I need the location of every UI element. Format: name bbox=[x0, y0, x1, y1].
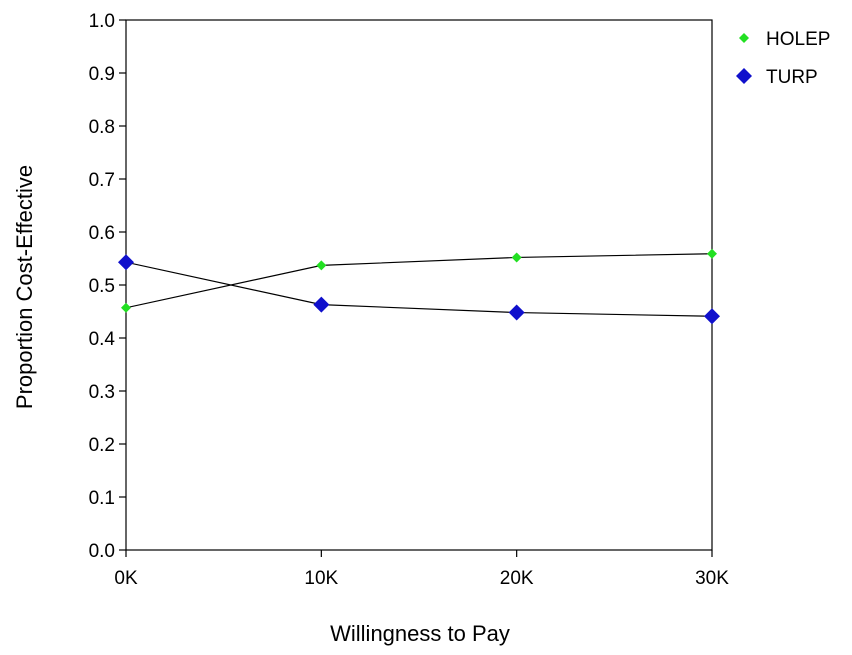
data-point-turp bbox=[508, 304, 525, 321]
y-tick-label: 0.4 bbox=[89, 329, 116, 350]
y-tick-label: 0.7 bbox=[89, 170, 115, 191]
legend-marker-holep bbox=[739, 33, 749, 43]
series-line-turp bbox=[125, 261, 713, 317]
data-point-turp bbox=[704, 308, 720, 325]
data-point-turp bbox=[118, 254, 134, 271]
y-tick-label: 0.9 bbox=[89, 64, 115, 85]
data-point-holep bbox=[511, 252, 522, 263]
series-line-holep bbox=[125, 253, 713, 309]
legend-label-turp: TURP bbox=[766, 67, 818, 88]
legend-marker-turp bbox=[736, 68, 752, 84]
y-axis-title: Proportion Cost-Effective bbox=[12, 165, 37, 409]
x-tick-label: 0K bbox=[114, 568, 138, 589]
data-point-holep bbox=[707, 248, 717, 259]
x-tick-label: 20K bbox=[500, 568, 534, 589]
x-tick-label: 30K bbox=[695, 568, 729, 589]
legend-label-holep: HOLEP bbox=[766, 29, 830, 50]
x-tick-label: 10K bbox=[304, 568, 338, 589]
y-tick-label: 0.6 bbox=[89, 223, 115, 244]
plot-area: 0.0 0.1 0.2 0.3 0.4 0.5 0.6 0.7 0.8 0.9 1.0 0K 10K 20… bbox=[89, 11, 730, 589]
plot-frame bbox=[125, 19, 713, 551]
y-tick-label: 0.0 bbox=[89, 541, 115, 562]
data-point-turp bbox=[313, 296, 330, 313]
x-axis-title: Willingness to Pay bbox=[330, 621, 510, 646]
y-tick-label: 0.8 bbox=[89, 117, 115, 138]
y-tick-label: 0.2 bbox=[89, 435, 115, 456]
y-tick-label: 1.0 bbox=[89, 11, 115, 32]
legend: HOLEP TURP bbox=[736, 29, 830, 88]
data-point-holep bbox=[121, 302, 131, 313]
y-tick-label: 0.5 bbox=[89, 276, 115, 297]
data-point-holep bbox=[316, 260, 327, 271]
y-tick-label: 0.3 bbox=[89, 382, 115, 403]
y-tick-label: 0.1 bbox=[89, 488, 115, 509]
